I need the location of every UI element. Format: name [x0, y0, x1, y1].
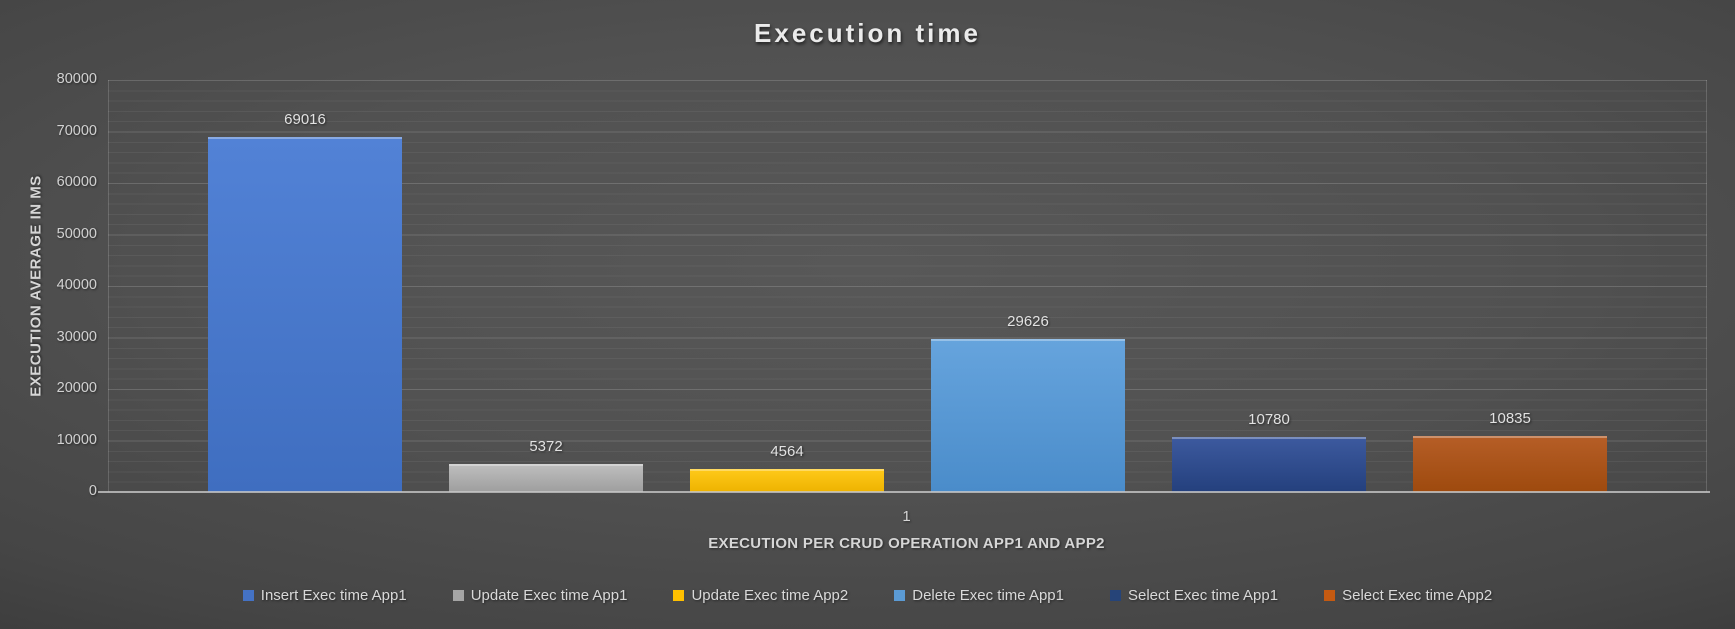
y-tick-label: 30000	[56, 328, 97, 345]
bar-update-exec-time-app2	[690, 468, 884, 492]
bar-insert-exec-time-app1	[208, 136, 402, 492]
bar-slot: 10780	[1172, 410, 1366, 492]
y-tick-label: 40000	[56, 277, 97, 293]
x-axis-title: EXECUTION PER CRUD OPERATION APP1 AND AP…	[708, 535, 1105, 552]
bars-container: 69016 5372 4564 29626 10780 10835	[109, 80, 1706, 492]
legend-color-swatch-icon	[894, 590, 906, 601]
legend-label: Select Exec time App2	[1342, 587, 1493, 604]
legend-label: Update Exec time App1	[470, 587, 628, 604]
legend-item-delete-exec-time-app1: Delete Exec time App1	[894, 587, 1064, 604]
y-tick-label: 50000	[56, 225, 97, 242]
bar-slot: 29626	[931, 313, 1125, 492]
bar-slot: 69016	[208, 111, 402, 492]
y-axis-tick-labels: 80000 70000 60000 50000 40000 30000 20000 10000…	[0, 71, 97, 499]
x-axis-line	[98, 491, 1710, 493]
legend-label: Insert Exec time App1	[260, 587, 407, 604]
y-tick-label: 70000	[56, 122, 97, 139]
legend-item-select-exec-time-app2: Select Exec time App2	[1324, 587, 1492, 604]
legend-color-swatch-icon	[242, 590, 254, 601]
legend-item-select-exec-time-app1: Select Exec time App1	[1110, 587, 1278, 604]
x-axis-category-label: 1	[902, 508, 911, 525]
legend-label: Delete Exec time App1	[912, 587, 1064, 604]
legend-color-swatch-icon	[1324, 590, 1336, 601]
bar-value-label: 10780	[1248, 410, 1290, 428]
bar-slot: 10835	[1413, 410, 1607, 492]
bar-select-exec-time-app1	[1172, 436, 1366, 492]
legend-label: Select Exec time App1	[1128, 587, 1279, 604]
y-tick-label: 10000	[56, 431, 97, 448]
legend-color-swatch-icon	[1110, 590, 1121, 601]
bar-slot: 5372	[449, 438, 643, 492]
y-tick-label: 60000	[56, 174, 97, 190]
bar-value-label: 10835	[1489, 410, 1531, 428]
bar-value-label: 69016	[284, 110, 326, 128]
plot-area: 69016 5372 4564 29626 10780 10835	[108, 80, 1707, 492]
chart-title: Execution time	[754, 18, 981, 48]
legend-item-insert-exec-time-app1: Insert Exec time App1	[242, 587, 407, 604]
y-tick-label: 80000	[56, 71, 97, 87]
bar-value-label: 5372	[529, 438, 563, 456]
legend-item-update-exec-time-app1: Update Exec time App1	[452, 587, 628, 604]
legend-item-update-exec-time-app2: Update Exec time App2	[673, 587, 848, 604]
y-tick-label: 20000	[56, 380, 97, 396]
bar-value-label: 29626	[1007, 313, 1049, 331]
legend-color-swatch-icon	[673, 590, 685, 601]
y-tick-label: 0	[88, 483, 97, 499]
bar-select-exec-time-app2	[1413, 436, 1607, 492]
bar-value-label: 4564	[770, 442, 804, 460]
legend-color-swatch-icon	[452, 590, 464, 601]
bar-update-exec-time-app1	[449, 464, 643, 492]
bar-slot: 4564	[690, 442, 884, 492]
bar-delete-exec-time-app1	[931, 339, 1125, 492]
legend: Insert Exec time App1 Update Exec time Ap…	[0, 587, 1735, 604]
legend-label: Update Exec time App2	[691, 587, 849, 604]
